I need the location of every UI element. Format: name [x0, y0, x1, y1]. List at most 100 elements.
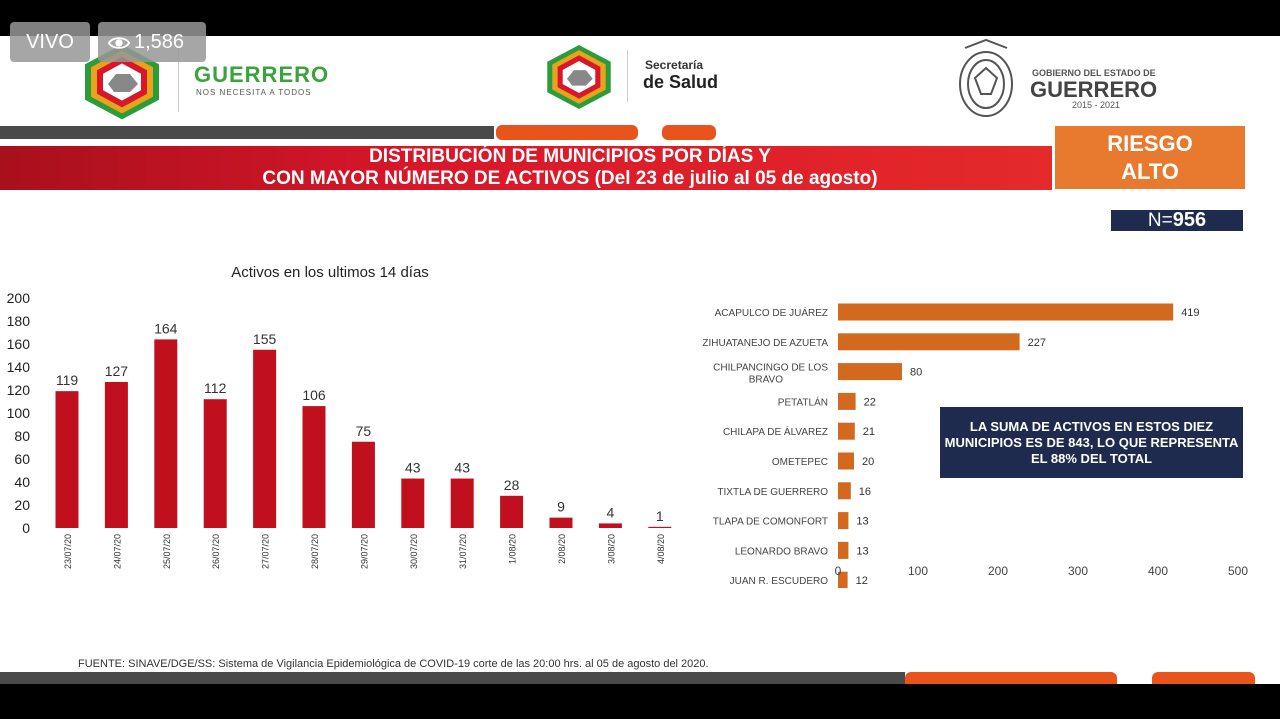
category-label: LEONARDO BRAVO [735, 546, 828, 557]
category-label: BRAVO [749, 375, 783, 386]
bar-value-label: 80 [910, 367, 922, 379]
x-tick-label: 31/07/20 [458, 534, 468, 569]
category-label: TIXTLA DE GUERRERO [717, 487, 828, 498]
bar-value-label: 22 [864, 396, 876, 408]
y-tick-label: 160 [7, 336, 31, 352]
x-tick-label: 100 [908, 564, 928, 578]
y-tick-label: 200 [7, 290, 31, 306]
bar [838, 571, 848, 588]
bar-value-label: 155 [253, 331, 277, 347]
footer-gray-bar [0, 672, 905, 684]
slide-title-line1: DISTRIBUCIÓN DE MUNICIPIOS POR DÍAS Y [369, 146, 771, 167]
bar [549, 517, 573, 528]
municipalities-chart: 419 ACAPULCO DE JUÁREZ 227 ZIHUATANEJO DE A… [702, 303, 1248, 588]
viewer-count-badge: 1,586 [98, 22, 206, 62]
left-brand-tagline: NOS NECESITA A TODOS [196, 88, 312, 97]
footer-orange-pill-right [1152, 672, 1255, 684]
y-tick-label: 0 [22, 520, 30, 536]
bar-value-label: 13 [856, 545, 868, 557]
bar [838, 541, 849, 559]
x-tick-label: 30/07/20 [409, 534, 419, 569]
x-tick-label: 28/07/20 [310, 534, 320, 569]
bar [838, 452, 854, 470]
bar [401, 478, 425, 528]
title-band [0, 146, 1052, 190]
category-label: ACAPULCO DE JUÁREZ [715, 306, 828, 319]
category-label: TLAPA DE COMONFORT [713, 517, 828, 528]
bar-value-label: 1 [656, 508, 664, 524]
y-tick-label: 100 [7, 405, 31, 421]
bar [203, 399, 227, 528]
bar-value-label: 227 [1028, 337, 1046, 349]
bar-value-label: 164 [154, 320, 178, 336]
bar-value-label: 4 [607, 504, 615, 520]
bar [500, 495, 524, 528]
bar [838, 333, 1020, 351]
risk-level-line1: RIESGO [1107, 131, 1193, 156]
x-tick-label: 200 [988, 564, 1008, 578]
x-tick-label: 1/08/20 [508, 534, 518, 564]
state-seal-icon [959, 38, 1013, 117]
separator-gray-bar [0, 126, 494, 139]
guerrero-logo [85, 44, 159, 120]
x-tick-label: 4/08/20 [656, 534, 666, 564]
x-tick-label: 27/07/20 [261, 534, 271, 569]
y-tick-label: 180 [7, 313, 31, 329]
footer-orange-pill [905, 672, 1117, 684]
bar [838, 512, 849, 530]
x-tick-label: 0 [835, 564, 842, 578]
category-label: ZIHUATANEJO DE AZUETA [702, 338, 828, 349]
category-label: PETATLÁN [778, 395, 828, 408]
bar [838, 303, 1174, 321]
bar-value-label: 16 [859, 486, 871, 498]
bar-value-label: 28 [504, 477, 520, 493]
bar [450, 478, 474, 528]
x-tick-label: 25/07/20 [162, 534, 172, 569]
bar [302, 406, 326, 528]
separator-orange-pill [496, 125, 638, 140]
y-tick-label: 120 [7, 382, 31, 398]
center-brand-line2: de Salud [643, 72, 719, 92]
y-tick-label: 40 [14, 474, 30, 490]
slide-title-line2: CON MAYOR NÚMERO DE ACTIVOS (Del 23 de j… [262, 168, 878, 189]
bar [253, 349, 277, 528]
total-count-badge: N=956 [1111, 210, 1243, 231]
bar-value-label: 9 [557, 499, 565, 515]
bar [598, 523, 622, 528]
category-label: CHILPANCINGO DE LOS [713, 363, 828, 374]
x-tick-label: 2/08/20 [557, 534, 567, 564]
bar-value-label: 13 [856, 516, 868, 528]
x-tick-label: 300 [1068, 564, 1088, 578]
bar [838, 422, 855, 440]
y-tick-label: 20 [14, 497, 30, 513]
x-tick-label: 23/07/20 [63, 534, 73, 569]
x-tick-label: 24/07/20 [112, 534, 122, 569]
viewer-count: 1,586 [134, 31, 185, 53]
bar-value-label: 12 [856, 575, 868, 587]
x-tick-label: 400 [1148, 564, 1168, 578]
bar [648, 526, 672, 528]
risk-level-badge: RIESGO ALTO [1055, 126, 1245, 189]
center-brand-line1: Secretaría [645, 58, 704, 72]
category-label: JUAN R. ESCUDERO [730, 576, 829, 587]
y-tick-label: 140 [7, 359, 31, 375]
summary-box: LA SUMA DE ACTIVOS EN ESTOS DIEZ MUNICIP… [940, 407, 1243, 478]
bar [838, 482, 851, 500]
bar-value-label: 127 [105, 363, 129, 379]
y-tick-label: 60 [14, 451, 30, 467]
bar [838, 363, 902, 381]
bar-value-label: 419 [1181, 307, 1199, 319]
bar [351, 441, 375, 528]
bar-value-label: 21 [863, 426, 875, 438]
x-tick-label: 3/08/20 [606, 534, 616, 564]
bar-value-label: 43 [405, 460, 421, 476]
eye-icon [108, 36, 130, 49]
slide: GUERRERO NOS NECESITA A TODOS Secretaría… [0, 36, 1280, 684]
total-prefix: N= [1147, 210, 1173, 231]
chart-title: Activos en los ultimos 14 días [231, 264, 429, 281]
daily-actives-chart: Activos en los ultimos 14 días 0 20 40 60 80 1… [7, 264, 672, 569]
risk-level-line2: ALTO [1121, 159, 1179, 184]
bar-value-label: 112 [204, 380, 227, 396]
bar-value-label: 75 [356, 423, 372, 439]
right-brand-years: 2015 - 2021 [1072, 100, 1121, 110]
